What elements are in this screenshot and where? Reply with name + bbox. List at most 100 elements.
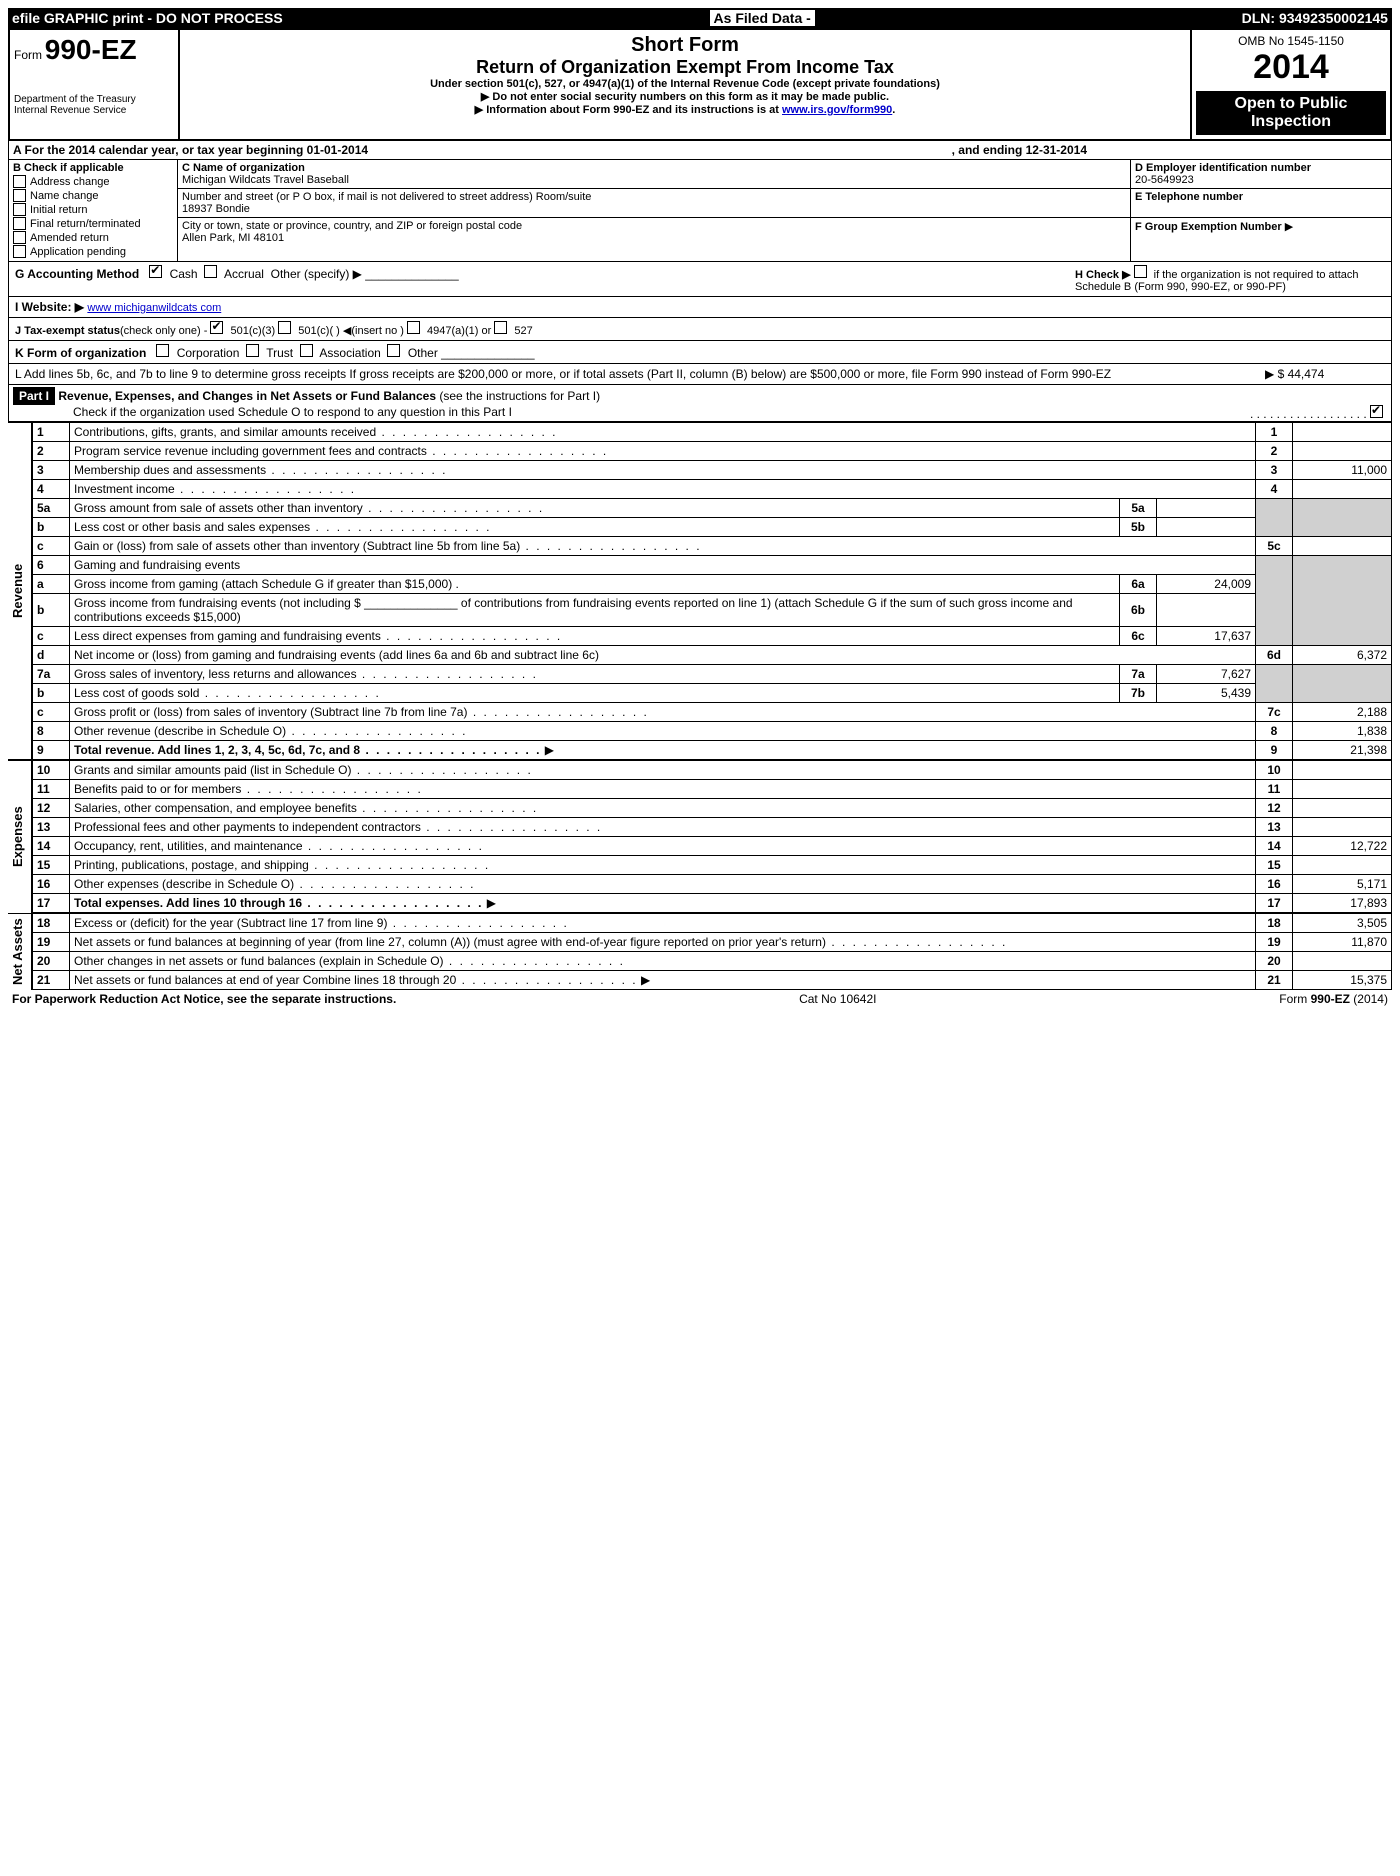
- other-org-label: Other: [408, 346, 438, 360]
- website-link[interactable]: www michiganwildcats com: [87, 302, 221, 314]
- line-7a-desc: Gross sales of inventory, less returns a…: [74, 667, 538, 681]
- org-city: Allen Park, MI 48101: [182, 232, 284, 244]
- line-a: A For the 2014 calendar year, or tax yea…: [8, 141, 1392, 160]
- l-text: L Add lines 5b, 6c, and 7b to line 9 to …: [15, 367, 1265, 381]
- c-label: C Name of organization: [182, 162, 305, 174]
- val-8: 1,838: [1293, 722, 1392, 741]
- assoc-label: Association: [319, 346, 380, 360]
- cash-label: Cash: [170, 267, 198, 281]
- line-5c-desc: Gain or (loss) from sale of assets other…: [74, 539, 702, 553]
- revenue-label: Revenue: [8, 422, 32, 760]
- 501c-label: 501(c)( ) ◀(insert no ): [298, 325, 404, 337]
- line-6d-desc: Net income or (loss) from gaming and fun…: [70, 646, 1256, 665]
- val-14: 12,722: [1293, 837, 1392, 856]
- check-corp[interactable]: [156, 344, 169, 357]
- line-2-desc: Program service revenue including govern…: [74, 444, 608, 458]
- irs-link[interactable]: www.irs.gov/form990: [782, 104, 892, 116]
- line-16-desc: Other expenses (describe in Schedule O): [74, 877, 475, 891]
- val-7a: 7,627: [1157, 665, 1256, 684]
- open-public: Open to Public Inspection: [1196, 91, 1386, 135]
- org-details: C Name of organization Michigan Wildcats…: [178, 160, 1130, 261]
- line-10-desc: Grants and similar amounts paid (list in…: [74, 763, 533, 777]
- val-6c: 17,637: [1157, 627, 1256, 646]
- org-street: 18937 Bondie: [182, 203, 250, 215]
- val-7c: 2,188: [1293, 703, 1392, 722]
- check-h[interactable]: [1134, 265, 1147, 278]
- val-6a: 24,009: [1157, 575, 1256, 594]
- amended-label: Amended return: [30, 232, 109, 244]
- header-right: OMB No 1545-1150 2014 Open to Public Ins…: [1190, 30, 1390, 139]
- k-label: K Form of organization: [15, 346, 146, 360]
- footer-center: Cat No 10642I: [799, 992, 876, 1006]
- line-5a-desc: Gross amount from sale of assets other t…: [74, 501, 544, 515]
- val-21: 15,375: [1293, 971, 1392, 990]
- line-19-desc: Net assets or fund balances at beginning…: [74, 935, 1007, 949]
- line-20-desc: Other changes in net assets or fund bala…: [74, 954, 625, 968]
- part1-check-text: Check if the organization used Schedule …: [73, 405, 512, 419]
- net-assets-table: 18Excess or (deficit) for the year (Subt…: [32, 913, 1392, 990]
- check-assoc[interactable]: [300, 344, 313, 357]
- check-501c[interactable]: [278, 321, 291, 334]
- revenue-table: 1Contributions, gifts, grants, and simil…: [32, 422, 1392, 760]
- line-12-desc: Salaries, other compensation, and employ…: [74, 801, 538, 815]
- org-right: D Employer identification number 20-5649…: [1130, 160, 1391, 261]
- b-label: B Check if applicable: [13, 162, 124, 174]
- main-title: Return of Organization Exempt From Incom…: [190, 57, 1180, 78]
- g-label: G Accounting Method: [15, 267, 139, 281]
- line-3-desc: Membership dues and assessments: [74, 463, 447, 477]
- check-other-org[interactable]: [387, 344, 400, 357]
- part1-sub: (see the instructions for Part I): [439, 389, 600, 403]
- final-return-label: Final return/terminated: [30, 218, 141, 230]
- l-val: ▶ $ 44,474: [1265, 367, 1385, 381]
- check-schedule-o[interactable]: [1370, 405, 1383, 418]
- line-6a-desc: Gross income from gaming (attach Schedul…: [74, 577, 452, 591]
- header-center: Short Form Return of Organization Exempt…: [180, 30, 1190, 139]
- val-3: 11,000: [1293, 461, 1392, 480]
- j-label: J Tax-exempt status: [15, 325, 120, 337]
- val-17: 17,893: [1293, 894, 1392, 913]
- check-initial-return[interactable]: [13, 203, 26, 216]
- line-7c-desc: Gross profit or (loss) from sales of inv…: [74, 705, 649, 719]
- part1-header-row: Part I Revenue, Expenses, and Changes in…: [8, 385, 1392, 422]
- check-527[interactable]: [494, 321, 507, 334]
- line-14-desc: Occupancy, rent, utilities, and maintena…: [74, 839, 484, 853]
- 4947-label: 4947(a)(1) or: [427, 325, 491, 337]
- check-accrual[interactable]: [204, 265, 217, 278]
- check-name-change[interactable]: [13, 189, 26, 202]
- line-5b-desc: Less cost or other basis and sales expen…: [74, 520, 492, 534]
- line-13-desc: Professional fees and other payments to …: [74, 820, 602, 834]
- omb-label: OMB No 1545-1150: [1196, 34, 1386, 48]
- part1-badge: Part I: [13, 387, 55, 405]
- group-label: F Group Exemption Number: [1135, 221, 1282, 233]
- net-assets-section: Net Assets 18Excess or (deficit) for the…: [8, 913, 1392, 990]
- dept2: Internal Revenue Service: [14, 105, 174, 116]
- sub1: Under section 501(c), 527, or 4947(a)(1)…: [190, 78, 1180, 90]
- check-amended[interactable]: [13, 231, 26, 244]
- form-header: Form 990-EZ Department of the Treasury I…: [8, 28, 1392, 141]
- line-18-desc: Excess or (deficit) for the year (Subtra…: [74, 916, 569, 930]
- check-trust[interactable]: [246, 344, 259, 357]
- line-4-desc: Investment income: [74, 482, 356, 496]
- city-label: City or town, state or province, country…: [182, 220, 522, 232]
- check-app-pending[interactable]: [13, 245, 26, 258]
- val-7b: 5,439: [1157, 684, 1256, 703]
- net-assets-label: Net Assets: [8, 913, 32, 990]
- org-ein: 20-5649923: [1135, 174, 1194, 186]
- val-9: 21,398: [1293, 741, 1392, 760]
- sub3-pre: Information about Form 990-EZ and its in…: [486, 104, 782, 116]
- check-address-change[interactable]: [13, 175, 26, 188]
- line-6c-desc: Less direct expenses from gaming and fun…: [74, 629, 562, 643]
- check-final-return[interactable]: [13, 217, 26, 230]
- corp-label: Corporation: [177, 346, 240, 360]
- line-1-desc: Contributions, gifts, grants, and simila…: [74, 425, 558, 439]
- other-specify-label: Other (specify) ▶: [271, 267, 362, 281]
- ein-label: D Employer identification number: [1135, 162, 1311, 174]
- header-left: Form 990-EZ Department of the Treasury I…: [10, 30, 180, 139]
- check-cash[interactable]: [149, 265, 162, 278]
- line-a-pre: A For the 2014 calendar year, or tax yea…: [13, 143, 368, 157]
- as-filed-label: As Filed Data -: [710, 10, 815, 26]
- check-501c3[interactable]: [210, 321, 223, 334]
- check-4947[interactable]: [407, 321, 420, 334]
- expenses-table: 10Grants and similar amounts paid (list …: [32, 760, 1392, 913]
- line-9-desc: Total revenue. Add lines 1, 2, 3, 4, 5c,…: [74, 743, 541, 757]
